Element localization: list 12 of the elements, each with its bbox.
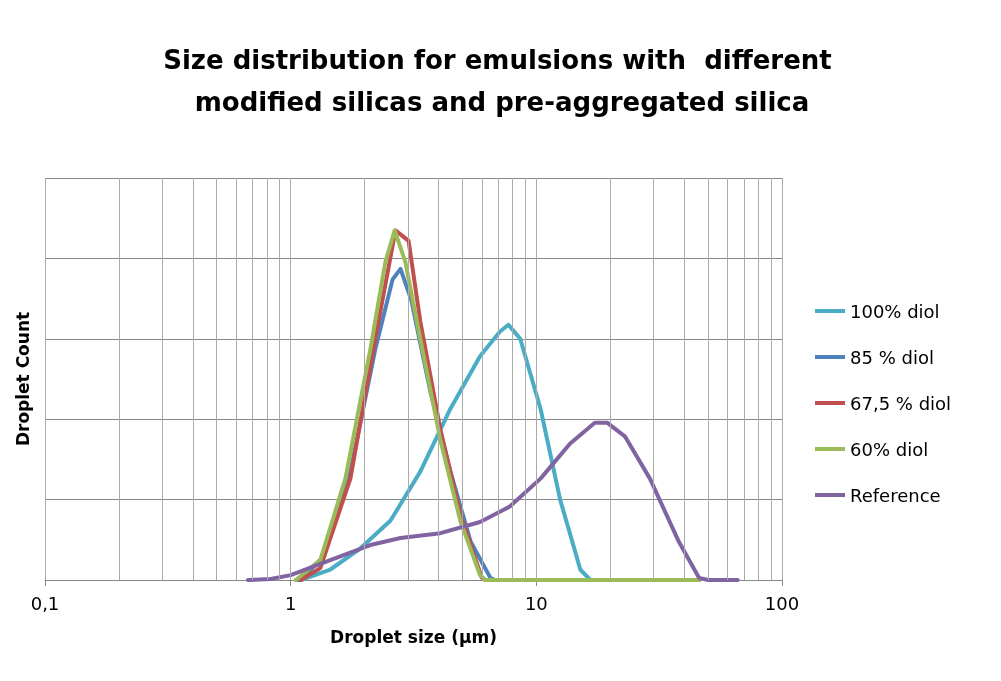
x-tick-label: 10 bbox=[524, 592, 548, 614]
chart-title: Size distribution for emulsions with different modified silicas and pre-aggregated silica bbox=[163, 45, 841, 117]
x-axis-title: Droplet size (µm) bbox=[330, 626, 497, 647]
x-tick-label: 100 bbox=[764, 592, 800, 614]
x-tick-label: 1 bbox=[284, 592, 297, 614]
legend-label: 85 % diol bbox=[850, 346, 934, 368]
legend-label: 100% diol bbox=[850, 300, 940, 322]
legend-label: 60% diol bbox=[850, 438, 929, 460]
y-axis-title: Droplet Count bbox=[12, 311, 33, 447]
x-tick-label: 0,1 bbox=[30, 592, 60, 614]
legend-label: Reference bbox=[850, 484, 941, 506]
legend-label: 67,5 % diol bbox=[850, 392, 952, 414]
